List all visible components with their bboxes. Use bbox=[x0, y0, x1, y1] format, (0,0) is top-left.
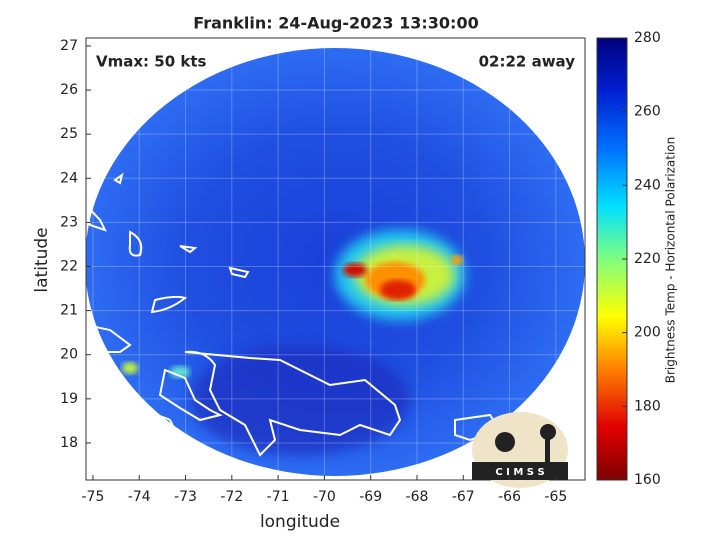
colorbar-tick-label: 200 bbox=[634, 325, 661, 341]
colorbar-tick-label: 260 bbox=[634, 104, 661, 120]
x-tick-label: -67 bbox=[452, 489, 475, 505]
annotation: 02:22 away bbox=[479, 53, 576, 71]
satellite-image bbox=[86, 48, 585, 476]
y-tick-label: 18 bbox=[60, 435, 78, 451]
x-tick-label: -69 bbox=[359, 489, 382, 505]
y-tick-label: 21 bbox=[60, 303, 78, 319]
plot-frame bbox=[85, 37, 586, 481]
y-tick-label: 23 bbox=[60, 214, 78, 230]
x-tick-label: -70 bbox=[313, 489, 336, 505]
x-axis-label: longitude bbox=[260, 512, 340, 532]
colorbar-tick-label: 180 bbox=[634, 398, 661, 414]
x-tick-label: -72 bbox=[220, 489, 243, 505]
colorbar-tick-label: 240 bbox=[634, 177, 661, 193]
colorbar-label: Brightness Temp - Horizontal Polarizatio… bbox=[664, 137, 678, 384]
y-tick-label: 25 bbox=[60, 126, 78, 142]
y-tick-label: 27 bbox=[60, 38, 78, 54]
y-tick-label: 26 bbox=[60, 82, 78, 98]
x-tick-label: -65 bbox=[544, 489, 567, 505]
y-tick-label: 22 bbox=[60, 258, 78, 274]
x-tick-label: -66 bbox=[498, 489, 521, 505]
x-tick-label: -75 bbox=[82, 489, 105, 505]
x-tick-label: -71 bbox=[267, 489, 290, 505]
x-tick-label: -74 bbox=[128, 489, 151, 505]
logo: C I M S S bbox=[472, 412, 568, 488]
annotation: Vmax: 50 kts bbox=[96, 53, 206, 71]
y-axis-label: latitude bbox=[32, 227, 52, 292]
y-tick-label: 19 bbox=[60, 391, 78, 407]
grid bbox=[86, 38, 585, 480]
chart-title: Franklin: 24-Aug-2023 13:30:00 bbox=[193, 14, 478, 33]
x-tick-label: -73 bbox=[174, 489, 197, 505]
logo-text: C I M S S bbox=[495, 467, 544, 478]
y-tick-label: 20 bbox=[60, 347, 78, 363]
colorbar-tick-label: 220 bbox=[634, 251, 661, 267]
y-tick-label: 24 bbox=[60, 170, 78, 186]
colorbar-tick-label: 160 bbox=[634, 472, 661, 488]
x-tick-label: -68 bbox=[406, 489, 429, 505]
colorbar-tick-label: 280 bbox=[634, 30, 661, 46]
